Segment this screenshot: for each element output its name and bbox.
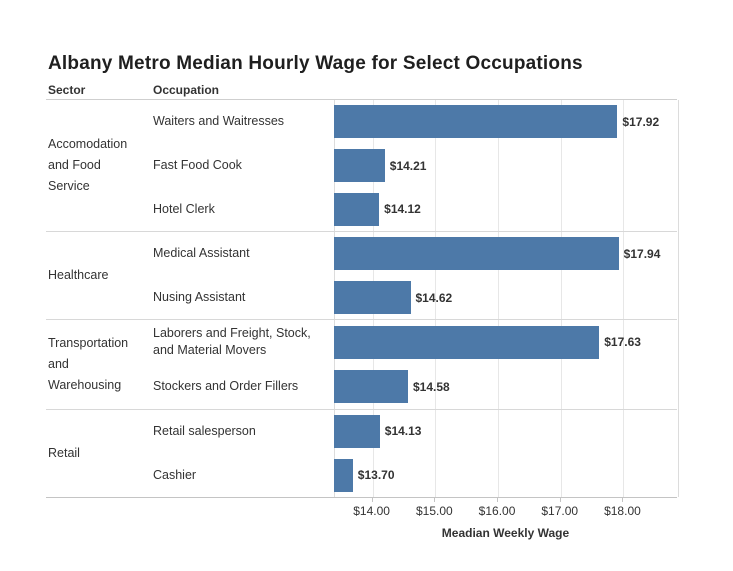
gridline [623, 100, 625, 497]
value-label: $13.70 [357, 468, 395, 483]
chart-row: Laborers and Freight, Stock, and Materia… [153, 320, 677, 364]
chart-row: Hotel Clerk $14.12 [153, 187, 677, 231]
x-axis-tick-label: $18.00 [604, 504, 641, 518]
occupation-label: Hotel Clerk [153, 201, 215, 216]
occupation-label: Stockers and Order Fillers [153, 379, 299, 394]
column-headers: Sector Occupation [46, 83, 677, 98]
sector-label: Transportation and Warehousing [48, 335, 129, 392]
x-axis-tick-label: $14.00 [353, 504, 390, 518]
occupation-label: Medical Assistant [153, 246, 250, 261]
sector-rows: Laborers and Freight, Stock, and Materia… [153, 320, 677, 408]
bar-track: $14.21 [334, 144, 677, 188]
value-label: $14.58 [412, 379, 450, 394]
chart-row: Nusing Assistant $14.62 [153, 276, 677, 320]
x-axis-title: Meadian Weekly Wage [441, 526, 570, 540]
value-label: $14.13 [384, 424, 422, 439]
value-label: $17.92 [622, 114, 660, 129]
x-axis-tick [622, 497, 624, 502]
wage-bar[interactable] [334, 149, 385, 182]
sector-rows: Retail salesperson $14.13 Cashier $13.70 [153, 410, 677, 497]
x-axis-tick-label: $17.00 [541, 504, 579, 518]
x-axis-tick [434, 497, 436, 502]
value-label: $14.21 [389, 158, 427, 173]
chart-row: Retail salesperson $14.13 [153, 410, 677, 454]
chart-row: Waiters and Waitresses $17.92 [153, 100, 677, 144]
occupation-label: Cashier [153, 467, 197, 482]
value-label: $14.62 [415, 290, 453, 305]
bar-track: $14.62 [334, 276, 677, 320]
sector-group: Accomodation and Food Service Waiters and… [46, 100, 677, 231]
column-header-sector: Sector [48, 83, 86, 97]
value-label: $17.63 [604, 335, 641, 350]
x-axis: $14.00 $15.00 $16.00 $17.00 $18.00 [334, 497, 677, 523]
bar-track: $17.92 [334, 100, 677, 144]
bar-track: $17.94 [334, 232, 677, 276]
sector-rows: Waiters and Waitresses $17.92 Fast Food Co… [153, 100, 677, 231]
wage-bar[interactable] [334, 105, 618, 139]
wage-bar[interactable] [334, 370, 408, 404]
sector-group: Transportation and Warehousing Laborers a… [46, 319, 677, 408]
x-axis-tick-label: $15.00 [415, 504, 453, 518]
wage-bar[interactable] [334, 237, 619, 271]
chart-title: Albany Metro Median Hourly Wage for Sele… [48, 53, 583, 74]
wage-bar[interactable] [334, 281, 411, 314]
sector-group: Retail Retail salesperson $14.13 Cashier $13… [46, 408, 677, 497]
bar-sections: Accomodation and Food Service Waiters and… [46, 100, 677, 497]
sector-group: Healthcare Medical Assistant $17.94 Nusing … [46, 231, 677, 319]
wage-bar[interactable] [334, 458, 353, 492]
chart-row: Cashier $13.70 [153, 453, 677, 497]
column-header-occupation: Occupation [153, 83, 220, 97]
wage-bar[interactable] [334, 414, 380, 448]
gridline [560, 100, 562, 497]
occupation-label: Nusing Assistant [153, 290, 246, 304]
bar-track: $14.13 [334, 410, 677, 454]
gridline [498, 100, 500, 497]
wage-bar[interactable] [334, 192, 380, 226]
chart-row: Medical Assistant $17.94 [153, 232, 677, 276]
bar-track: $14.58 [334, 365, 677, 409]
x-axis-tick [371, 497, 373, 502]
gridline [435, 100, 437, 497]
bar-track: $14.12 [334, 187, 677, 231]
bar-track: $17.63 [334, 320, 677, 364]
chart-row: Fast Food Cook $14.21 [153, 144, 677, 188]
value-label: $17.94 [623, 246, 661, 261]
chart-row: Stockers and Order Fillers $14.58 [153, 365, 677, 409]
chart-area: Accomodation and Food Service Waiters and… [46, 99, 679, 498]
x-axis-tick [497, 497, 499, 502]
occupation-label: Laborers and Freight, Stock, and Materia… [153, 326, 311, 358]
sector-label: Healthcare [48, 268, 109, 283]
x-axis-tick-label: $16.00 [478, 504, 516, 518]
x-axis-tick [559, 497, 561, 502]
sector-rows: Medical Assistant $17.94 Nusing Assistant $… [153, 232, 677, 319]
bar-track: $13.70 [334, 453, 677, 497]
occupation-label: Fast Food Cook [153, 158, 242, 172]
occupation-label: Retail salesperson [153, 423, 256, 438]
value-label: $14.12 [384, 202, 421, 217]
sector-label: Retail [48, 445, 80, 460]
sector-label: Accomodation and Food Service [48, 137, 128, 193]
occupation-label: Waiters and Waitresses [153, 114, 285, 129]
wage-bar[interactable] [334, 325, 600, 359]
